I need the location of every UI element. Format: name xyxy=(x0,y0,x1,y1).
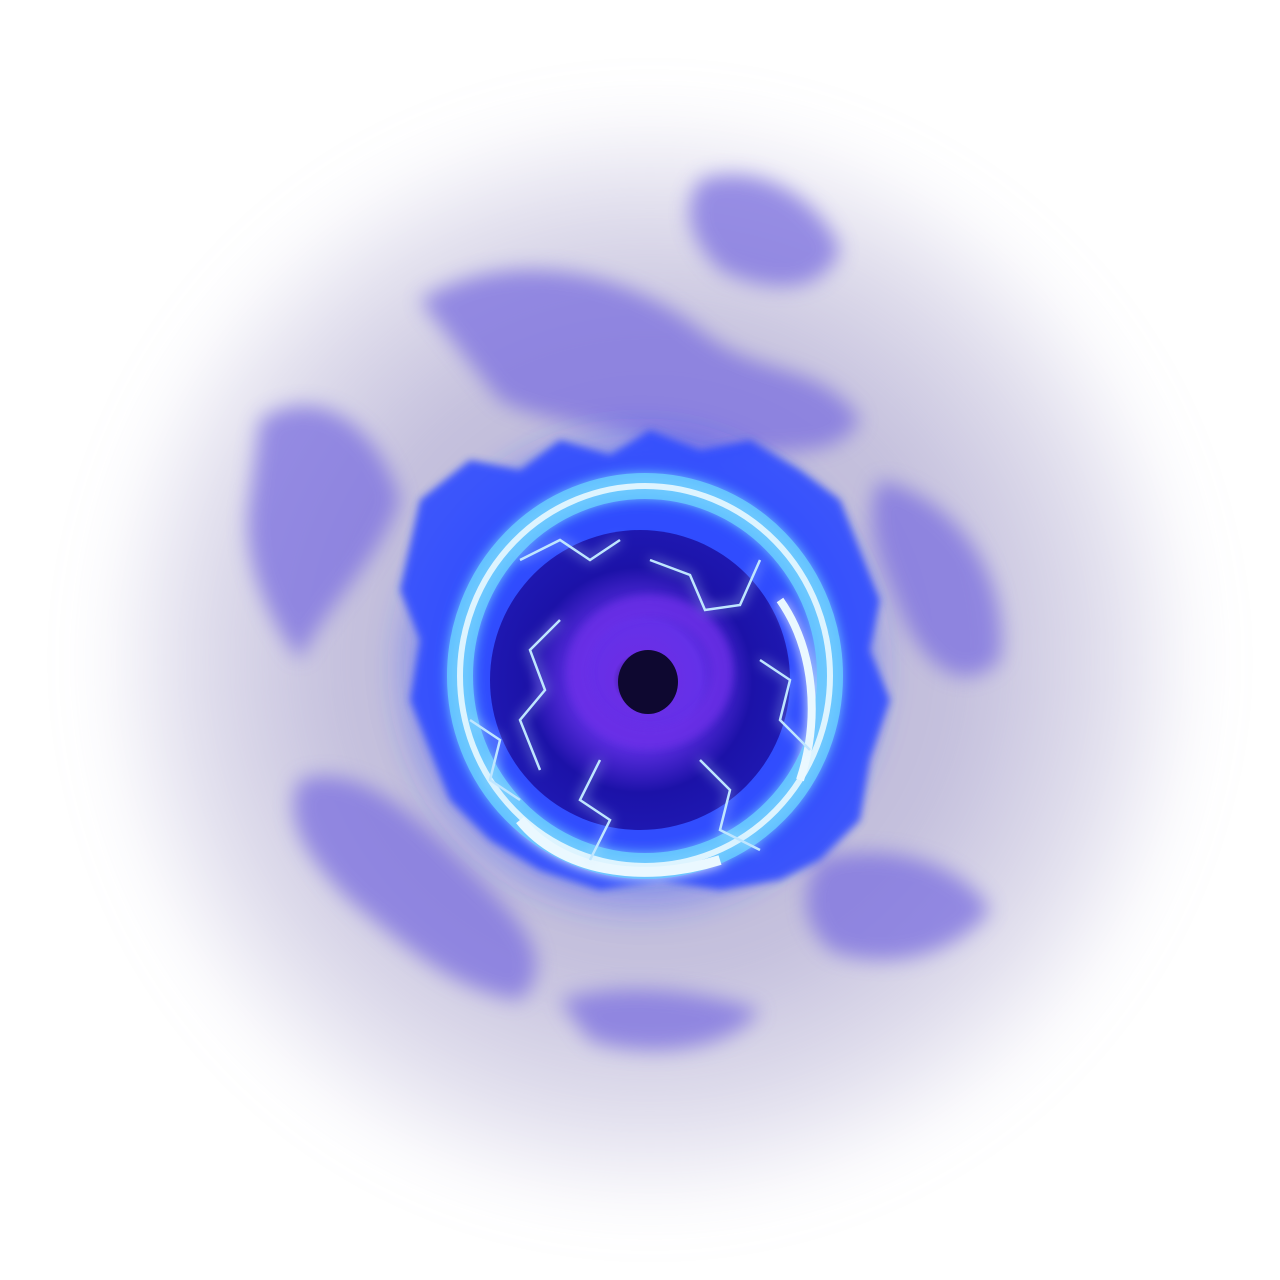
vortex-eye xyxy=(618,650,678,714)
smoke-wisp xyxy=(248,405,400,660)
smoke-wisps xyxy=(248,174,1002,1050)
smoke-wisp xyxy=(293,776,537,1000)
smoke-wisp xyxy=(806,852,990,960)
smoke-wisp xyxy=(420,269,860,460)
lightning-bolts xyxy=(469,538,811,861)
vortex-swirl xyxy=(567,595,733,749)
smoke-wisp xyxy=(689,174,840,287)
smoke-wisp xyxy=(560,989,760,1050)
smoke-wisp xyxy=(871,480,1002,677)
energy-ring xyxy=(447,473,843,879)
